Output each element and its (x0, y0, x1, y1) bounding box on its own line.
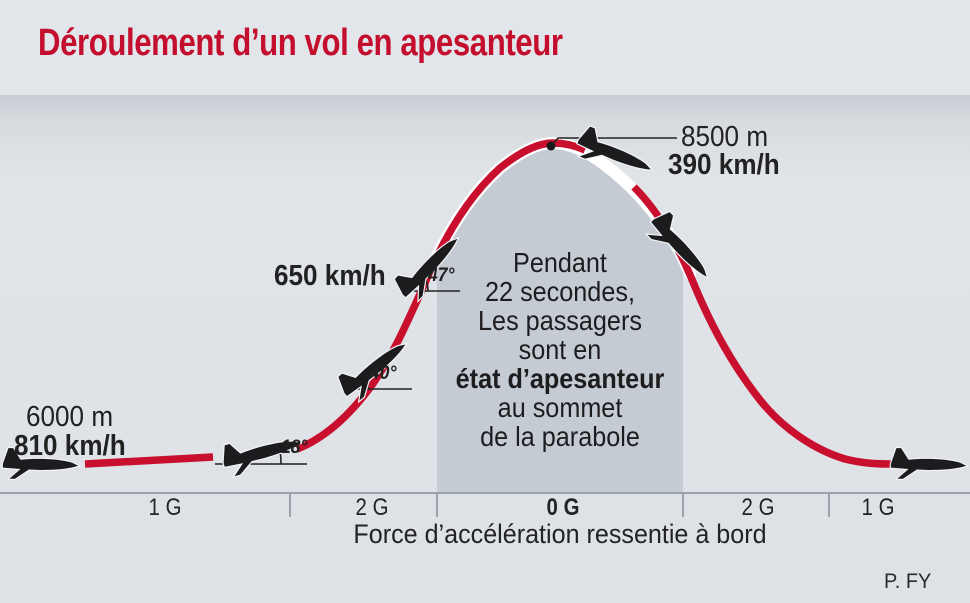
flight-profile-svg (0, 123, 970, 517)
weightless-zone-text: Pendant 22 secondes, Les passagers sont … (449, 248, 670, 451)
weightless-zone-area (437, 144, 683, 492)
zone-line-1: Pendant (513, 247, 607, 278)
start-speed-label: 810 km/h (14, 430, 126, 462)
axis-segment-2g-left: 2 G (355, 494, 389, 521)
trajectory-level-start (84, 453, 214, 468)
apex-marker-dot (546, 141, 556, 151)
flight-profile-chart: 6000 m 810 km/h 650 km/h 8500 m 390 km/h… (0, 95, 970, 603)
axis-segment-1g-right: 1 G (861, 494, 895, 521)
infographic-title: Déroulement d’un vol en apesanteur (38, 22, 563, 64)
g-axis (0, 492, 970, 517)
angle-18-label: 18° (281, 437, 308, 458)
trajectory-descent-dash (631, 184, 664, 222)
plane-icon-level-end (889, 446, 968, 480)
zone-line-4: sont en (518, 334, 602, 365)
zone-line-2: 22 secondes, (485, 276, 635, 307)
apex-altitude-label: 8500 m (681, 121, 769, 153)
apex-speed-label: 390 km/h (668, 149, 780, 181)
climb-speed-label: 650 km/h (274, 260, 386, 292)
axis-segment-2g-right: 2 G (741, 494, 775, 521)
axis-segment-1g-left: 1 G (148, 494, 182, 521)
start-altitude-label: 6000 m (26, 401, 114, 433)
angle-40-label: 40° (370, 363, 397, 384)
credit-label: P. FY (884, 570, 932, 593)
angle-47-label: 47° (428, 265, 455, 286)
angle-annotations (215, 273, 460, 465)
zone-line-3: Les passagers (478, 305, 642, 336)
trajectory-descent (674, 248, 894, 468)
zone-line-7: de la parabole (480, 421, 640, 452)
header: Déroulement d’un vol en apesanteur (0, 0, 970, 95)
zone-line-5: état d’apesanteur (455, 363, 665, 394)
axis-title: Force d’accélération ressentie à bord (353, 519, 767, 549)
zone-line-6: au sommet (497, 392, 623, 423)
axis-segment-0g: 0 G (546, 494, 580, 521)
